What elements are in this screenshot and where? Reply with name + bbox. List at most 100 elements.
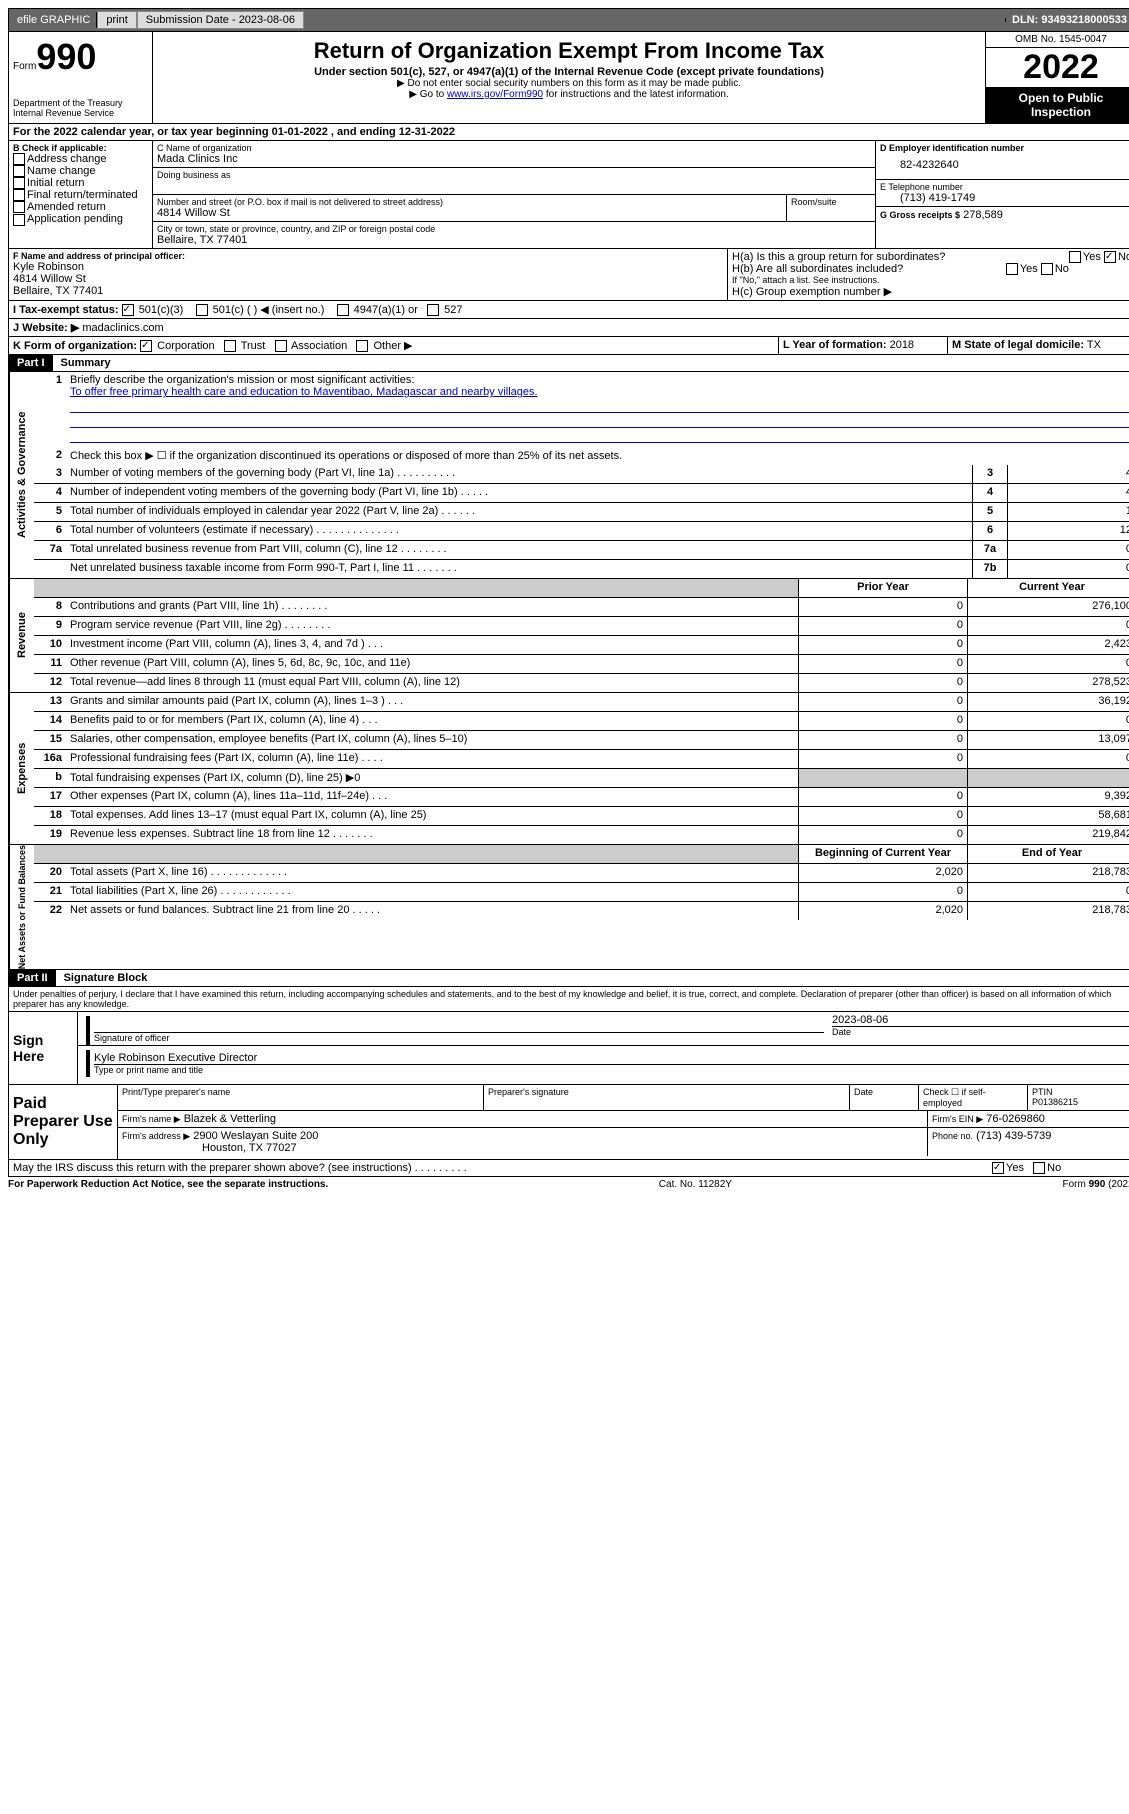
check-4947[interactable] [337, 304, 349, 316]
underline3 [70, 430, 1129, 443]
row-prior: 0 [798, 655, 967, 673]
expenses-body: 13 Grants and similar amounts paid (Part… [34, 693, 1129, 844]
row-num: 9 [34, 617, 66, 635]
section-b: B Check if applicable: Address change Na… [9, 141, 153, 248]
form-title: Return of Organization Exempt From Incom… [157, 38, 981, 64]
check-527[interactable] [427, 304, 439, 316]
firm-phone: (713) 439-5739 [976, 1130, 1051, 1142]
hb-yes[interactable]: Yes [1020, 263, 1038, 275]
discuss-yes-check[interactable] [992, 1162, 1004, 1174]
gross-value: 278,589 [963, 209, 1003, 221]
check-trust[interactable] [224, 340, 236, 352]
prep-row1: Print/Type preparer's name Preparer's si… [118, 1085, 1129, 1111]
row-num: 22 [34, 902, 66, 920]
check-pending[interactable]: Application pending [13, 213, 148, 225]
gov-row-7a: 7a Total unrelated business revenue from… [34, 541, 1129, 560]
note2-prefix: ▶ Go to [409, 89, 447, 100]
gov-row-6: 6 Total number of volunteers (estimate i… [34, 522, 1129, 541]
netassets-section: Net Assets or Fund Balances Beginning of… [8, 845, 1129, 970]
note2: ▶ Go to www.irs.gov/Form990 for instruct… [157, 89, 981, 100]
check-501c[interactable] [196, 304, 208, 316]
row-label: Total fundraising expenses (Part IX, col… [66, 769, 798, 787]
prep-check-label: Check ☐ if self-employed [919, 1085, 1028, 1110]
check-address-label: Address change [27, 153, 107, 165]
section-c: C Name of organization Mada Clinics Inc … [153, 141, 875, 248]
net-header-spacer [66, 845, 798, 863]
form-number: 990 [36, 36, 96, 77]
efile-label: efile GRAPHIC [11, 12, 97, 28]
mission-text: To offer free primary health care and ed… [70, 386, 538, 398]
l-label: L Year of formation: [783, 339, 887, 351]
row-current: 58,681 [967, 807, 1129, 825]
ha-yes[interactable]: Yes [1083, 251, 1101, 263]
discuss-no-check[interactable] [1033, 1162, 1045, 1174]
m-label: M State of legal domicile: [952, 339, 1084, 351]
signer-name: Kyle Robinson Executive Director [94, 1052, 1129, 1064]
prior-year-header: Prior Year [798, 579, 967, 597]
row-num: b [34, 769, 66, 787]
dba-cell: Doing business as [153, 168, 875, 195]
period-row: For the 2022 calendar year, or tax year … [8, 124, 1129, 141]
ha-no[interactable]: No [1118, 251, 1129, 263]
row-label: Other expenses (Part IX, column (A), lin… [66, 788, 798, 806]
row-prior: 0 [798, 826, 967, 844]
row-current [967, 769, 1129, 787]
netassets-body: Beginning of Current Year End of Year 20… [34, 845, 1129, 969]
opt-527: 527 [444, 304, 462, 316]
website-row: J Website: ▶ madaclinics.com [8, 319, 1129, 337]
phone-cell: E Telephone number (713) 419-1749 [876, 180, 1129, 207]
discuss-no: No [1047, 1162, 1061, 1174]
year-box: OMB No. 1545-0047 2022 Open to Public In… [985, 32, 1129, 123]
check-initial[interactable]: Initial return [13, 177, 148, 189]
check-assoc[interactable] [275, 340, 287, 352]
check-final[interactable]: Final return/terminated [13, 189, 148, 201]
row-num: 16a [34, 750, 66, 768]
hb-options: Yes No [1006, 263, 1069, 275]
check-501c3[interactable] [122, 304, 134, 316]
hb-no[interactable]: No [1055, 263, 1069, 275]
row-current: 9,392 [967, 788, 1129, 806]
revenue-section: Revenue Prior Year Current Year 8 Contri… [8, 579, 1129, 693]
form-word: Form [13, 61, 36, 72]
ein-cell: D Employer identification number 82-4232… [876, 141, 1129, 180]
check-final-label: Final return/terminated [27, 189, 138, 201]
row-label: Program service revenue (Part VIII, line… [66, 617, 798, 635]
opt-trust: Trust [241, 340, 266, 352]
firm-name: Blazek & Vetterling [184, 1113, 276, 1125]
firm-addr-label: Firm's address ▶ [122, 1131, 190, 1141]
current-year-header: Current Year [967, 579, 1129, 597]
print-button[interactable]: print [97, 11, 136, 29]
dba-label: Doing business as [157, 170, 871, 180]
check-address[interactable]: Address change [13, 153, 148, 165]
row-label: Total expenses. Add lines 13–17 (must eq… [66, 807, 798, 825]
check-amended[interactable]: Amended return [13, 201, 148, 213]
irs-link[interactable]: www.irs.gov/Form990 [447, 89, 543, 100]
line2-num: 2 [34, 447, 66, 465]
check-other[interactable] [356, 340, 368, 352]
check-name[interactable]: Name change [13, 165, 148, 177]
firm-addr-cell: Firm's address ▶ 2900 Weslayan Suite 200… [118, 1128, 928, 1156]
prep-row3: Firm's address ▶ 2900 Weslayan Suite 200… [118, 1128, 1129, 1156]
exp-rows-row-16a: 16a Professional fundraising fees (Part … [34, 750, 1129, 769]
check-pending-label: Application pending [27, 213, 123, 225]
firm-name-label: Firm's name ▶ [122, 1114, 181, 1124]
gov-label: Total unrelated business revenue from Pa… [66, 541, 972, 559]
gov-box: 6 [972, 522, 1007, 540]
form-header: Form990 Department of the Treasury Inter… [8, 32, 1129, 124]
governance-vlabel: Activities & Governance [9, 372, 34, 578]
check-corp[interactable] [140, 340, 152, 352]
sig-date-cell: 2023-08-06 Date [828, 1012, 1129, 1045]
inspection-label: Open to Public Inspection [986, 87, 1129, 123]
tax-year: 2022 [986, 48, 1129, 87]
sign-here-label: Sign Here [9, 1012, 78, 1084]
officer-name: Kyle Robinson [13, 261, 723, 273]
row-label: Investment income (Part VIII, column (A)… [66, 636, 798, 654]
firm-name-cell: Firm's name ▶ Blazek & Vetterling [118, 1111, 928, 1127]
ptin-label: PTIN [1032, 1087, 1129, 1097]
note2-suffix: for instructions and the latest informat… [543, 89, 729, 100]
street-label: Number and street (or P.O. box if mail i… [157, 197, 782, 207]
top-bar: efile GRAPHIC print Submission Date - 20… [8, 8, 1129, 32]
footer-left: For Paperwork Reduction Act Notice, see … [8, 1179, 328, 1190]
sig-row: Signature of officer 2023-08-06 Date [78, 1012, 1129, 1046]
row-prior: 2,020 [798, 864, 967, 882]
